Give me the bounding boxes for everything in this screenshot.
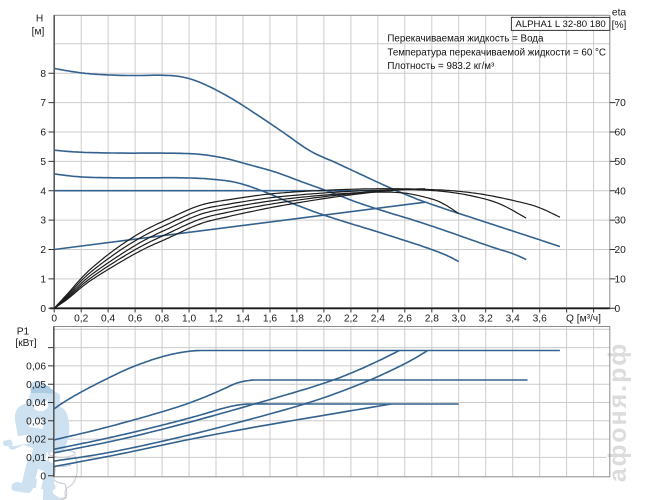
svg-text:70: 70 <box>615 98 627 109</box>
svg-text:Перекачиваемая жидкость = Вода: Перекачиваемая жидкость = Вода <box>387 34 544 45</box>
svg-text:40: 40 <box>615 186 627 197</box>
svg-text:0,4: 0,4 <box>101 313 115 324</box>
svg-text:[м]: [м] <box>32 27 45 38</box>
svg-text:2,2: 2,2 <box>344 313 358 324</box>
svg-text:0,02: 0,02 <box>26 435 46 446</box>
svg-text:7: 7 <box>40 98 46 109</box>
svg-text:0,03: 0,03 <box>26 416 46 427</box>
svg-text:4: 4 <box>40 186 46 197</box>
svg-text:1,8: 1,8 <box>290 313 304 324</box>
svg-text:3,0: 3,0 <box>452 313 466 324</box>
svg-text:3,4: 3,4 <box>506 313 520 324</box>
svg-text:[%]: [%] <box>612 20 627 31</box>
svg-text:ALPHA1 L 32-80 180: ALPHA1 L 32-80 180 <box>515 19 605 30</box>
svg-text:5: 5 <box>40 157 46 168</box>
svg-text:0,8: 0,8 <box>155 313 169 324</box>
svg-text:60: 60 <box>615 128 627 139</box>
svg-text:H: H <box>36 14 43 25</box>
svg-text:0,2: 0,2 <box>74 313 88 324</box>
svg-text:0,6: 0,6 <box>128 313 142 324</box>
svg-text:30: 30 <box>615 216 627 227</box>
svg-text:2,4: 2,4 <box>371 313 385 324</box>
svg-text:Q [м³/ч]: Q [м³/ч] <box>566 313 601 324</box>
svg-text:3,2: 3,2 <box>479 313 493 324</box>
svg-text:1,0: 1,0 <box>182 313 196 324</box>
svg-text:0: 0 <box>51 313 57 324</box>
svg-text:0,01: 0,01 <box>26 453 46 464</box>
svg-text:eta: eta <box>612 8 626 19</box>
svg-text:8: 8 <box>40 69 46 80</box>
svg-text:2: 2 <box>40 245 46 256</box>
svg-text:1,4: 1,4 <box>236 313 250 324</box>
svg-text:0: 0 <box>40 471 46 482</box>
svg-text:0: 0 <box>40 304 46 315</box>
svg-text:50: 50 <box>615 157 627 168</box>
svg-text:2,6: 2,6 <box>398 313 412 324</box>
svg-text:0,04: 0,04 <box>26 398 46 409</box>
svg-text:2,8: 2,8 <box>425 313 439 324</box>
svg-text:[кВт]: [кВт] <box>15 338 36 349</box>
svg-text:20: 20 <box>615 245 627 256</box>
svg-text:6: 6 <box>40 128 46 139</box>
svg-text:афоня.рф: афоня.рф <box>604 342 632 483</box>
svg-text:3,6: 3,6 <box>533 313 547 324</box>
svg-text:P1: P1 <box>17 327 30 338</box>
svg-text:1,6: 1,6 <box>263 313 277 324</box>
svg-text:Плотность = 983.2 кг/м³: Плотность = 983.2 кг/м³ <box>387 61 495 72</box>
svg-text:2,0: 2,0 <box>317 313 331 324</box>
svg-text:0,05: 0,05 <box>26 380 46 391</box>
svg-text:Температура перекачиваемой жид: Температура перекачиваемой жидкости = 60… <box>387 48 606 59</box>
svg-text:0,06: 0,06 <box>26 362 46 373</box>
svg-text:1: 1 <box>40 275 46 286</box>
svg-text:3: 3 <box>40 216 46 227</box>
svg-text:10: 10 <box>615 275 627 286</box>
svg-text:0: 0 <box>615 304 621 315</box>
svg-text:1,2: 1,2 <box>209 313 223 324</box>
